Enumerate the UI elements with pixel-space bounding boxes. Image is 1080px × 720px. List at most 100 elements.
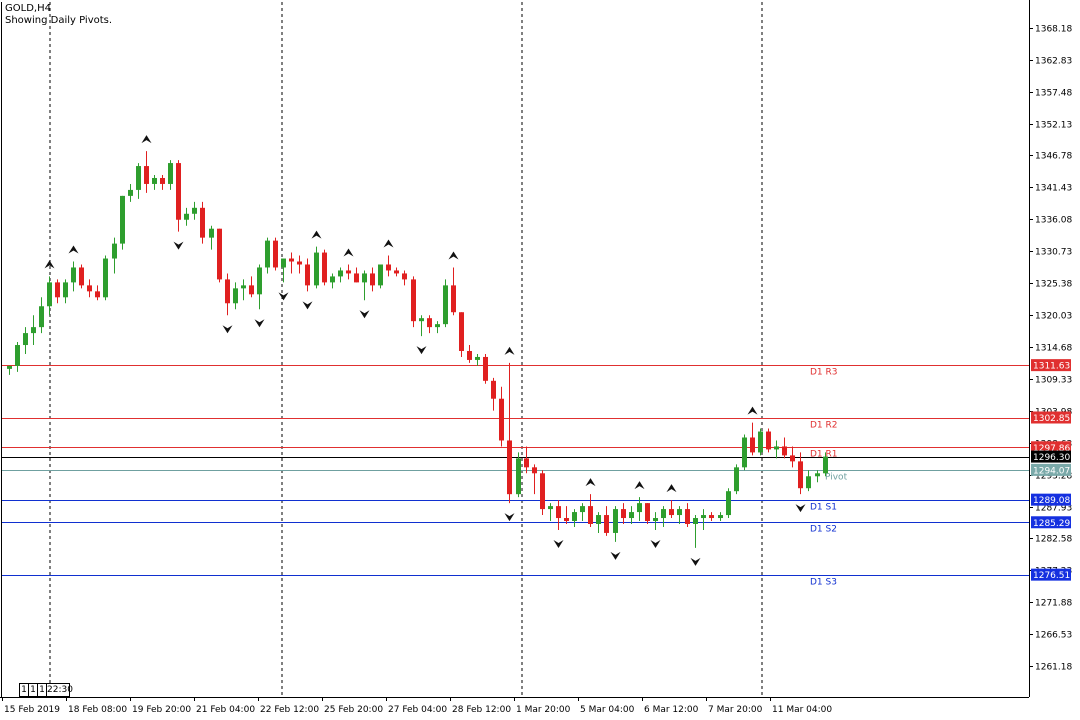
candle-body [31, 327, 36, 334]
candle-body [507, 440, 512, 495]
time-tick-label: 28 Feb 12:00 [452, 705, 511, 715]
fractal-down-arrow [650, 539, 661, 548]
price-tick-label: 1346.78 [1035, 152, 1072, 162]
price-tick-label: 1293.28 [1035, 472, 1072, 482]
candle-body [233, 288, 238, 304]
candle-body [451, 285, 456, 313]
candle-body [217, 228, 222, 280]
price-tick-label: 1261.18 [1035, 663, 1072, 673]
candle-body [79, 267, 84, 286]
period-separators [49, 2, 763, 697]
candle-body [338, 270, 343, 277]
timeframe-button-time[interactable]: 22:30 [46, 683, 73, 697]
candle-body [596, 515, 601, 524]
price-tick-label: 1320.03 [1035, 312, 1072, 322]
time-tick-label: 7 Mar 20:00 [708, 705, 763, 715]
candle-body [225, 279, 230, 304]
candle-body [540, 473, 545, 510]
candle-body [55, 282, 60, 298]
candle-body [709, 515, 714, 519]
time-tick-label: 27 Feb 04:00 [388, 705, 447, 715]
pivot-label: D1 R3 [810, 368, 838, 378]
candle-body [168, 163, 173, 184]
candle-body [435, 324, 440, 328]
price-tick-label: 1309.33 [1035, 376, 1072, 386]
candle-body [790, 455, 795, 462]
price-tick-label: 1287.93 [1035, 504, 1072, 514]
candle-body [281, 258, 286, 268]
time-tick-label: 11 Mar 04:00 [772, 705, 832, 715]
candle-body [249, 285, 254, 295]
candle-body [532, 467, 537, 474]
pivot-price-tag: 1289.08 [1033, 496, 1070, 506]
fractal-up-arrow [585, 478, 596, 487]
candle-body [524, 458, 529, 468]
pivot-label: Pivot [825, 473, 848, 483]
price-tick-label: 1362.83 [1035, 57, 1072, 67]
candle-body [637, 503, 642, 513]
pivot-price-tag-bg [1031, 568, 1071, 581]
candle-body [241, 285, 246, 289]
candle-body [63, 282, 68, 298]
candle-body [209, 228, 214, 238]
candle-body [15, 345, 20, 366]
time-axis: 15 Feb 2019 18 Feb 08:00 19 Feb 20:00 21 Fe… [2, 697, 832, 715]
candle-body [734, 467, 739, 492]
candle-body [402, 273, 407, 280]
time-tick-label: 6 Mar 12:00 [644, 705, 699, 715]
price-tick-label: 1336.08 [1035, 216, 1072, 226]
pivot-price-tag: 1285.29 [1033, 519, 1070, 529]
candle-body [144, 166, 149, 184]
price-tick-label: 1314.68 [1035, 344, 1072, 354]
candle-body [39, 306, 44, 328]
time-tick-label: 5 Mar 04:00 [580, 705, 635, 715]
fractal-up-arrow [666, 484, 677, 493]
candle-body [483, 356, 488, 381]
candle-body [621, 509, 626, 519]
candle-body [378, 264, 383, 286]
pivot-price-tag-bg [1031, 441, 1071, 454]
pivot-price-tag: 1302.85 [1033, 414, 1070, 424]
price-tick-label: 1266.53 [1035, 631, 1072, 641]
fractal-down-arrow [254, 319, 265, 328]
candle-body [346, 270, 351, 274]
candle-body [572, 512, 577, 522]
candle-body [394, 270, 399, 274]
indicator-label: Showing Daily Pivots. [5, 15, 113, 26]
fractal-up-arrow [141, 135, 152, 144]
fractal-down-arrow [416, 346, 427, 355]
price-tick-label: 1368.18 [1035, 25, 1072, 35]
candle-body [629, 512, 634, 519]
candle-body [305, 264, 310, 286]
candle-body [645, 503, 650, 522]
pivot-price-tag: 1297.86 [1033, 444, 1070, 454]
pivot-label: D1 R2 [810, 421, 838, 431]
candle-body [427, 318, 432, 328]
fractal-up-arrow [747, 406, 758, 415]
candle-body [87, 285, 92, 292]
candle-body [411, 279, 416, 322]
pivot-label: D1 S2 [810, 525, 837, 535]
candle-body [806, 476, 811, 489]
candle-body [653, 518, 658, 522]
candle-body [613, 509, 618, 533]
candle-body [782, 446, 787, 456]
candle-body [693, 518, 698, 524]
candle-body [580, 506, 585, 513]
candle-body [459, 312, 464, 351]
candle-body [23, 333, 28, 346]
fractal-down-arrow [173, 241, 184, 250]
candle-body [823, 456, 828, 474]
fractal-down-arrow [302, 301, 313, 310]
candle-body [758, 431, 763, 453]
pivot-price-tag: 1294.07 [1033, 466, 1070, 476]
candle-body [750, 437, 755, 453]
current-price-tag-bg [1031, 450, 1071, 463]
time-tick-label: 21 Feb 04:00 [196, 705, 255, 715]
candle-body [330, 276, 335, 283]
candle-body [386, 264, 391, 271]
pivot-label: D1 S1 [810, 503, 837, 513]
fractal-up-arrow [44, 260, 55, 269]
candle-body [766, 431, 771, 450]
